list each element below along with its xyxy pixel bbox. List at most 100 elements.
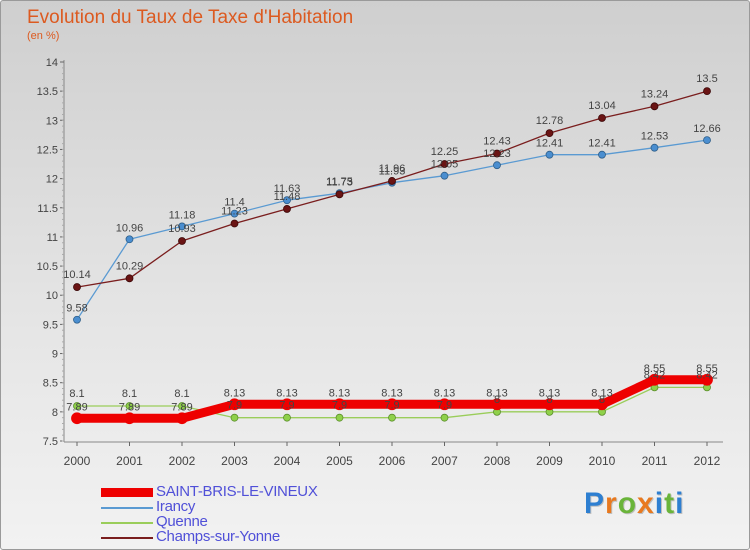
data-point [388, 413, 396, 422]
x-tick-label: 2009 [536, 454, 563, 468]
y-tick-label: 9.5 [43, 319, 58, 331]
data-label: 10.29 [116, 260, 144, 272]
series-line [76, 90, 708, 288]
x-tick-label: 2003 [221, 454, 248, 468]
data-point [650, 102, 659, 111]
legend-swatch-irancy [101, 500, 153, 515]
data-point [335, 413, 344, 422]
data-label: 8.13 [381, 387, 402, 399]
y-tick-label: 8 [52, 407, 58, 419]
data-point [386, 398, 398, 411]
data-point [335, 190, 344, 199]
data-point [440, 413, 449, 422]
data-label: 8 [546, 394, 552, 406]
data-label: 8.13 [434, 387, 455, 399]
y-tick-label: 11.5 [37, 203, 58, 215]
data-point [125, 235, 134, 244]
data-label: 11.4 [224, 197, 245, 209]
data-label: 7.9 [227, 400, 242, 412]
data-point [598, 150, 606, 159]
data-point [125, 402, 134, 410]
data-label: 10.93 [168, 223, 196, 235]
data-point [230, 209, 239, 218]
data-point [73, 283, 81, 291]
data-label: 10.14 [63, 269, 91, 281]
data-point [283, 205, 291, 213]
data-label: 12.23 [483, 148, 511, 160]
data-label: 8.13 [276, 387, 297, 399]
data-label: 11.93 [379, 166, 406, 178]
data-point [73, 315, 81, 324]
y-tick-label: 12 [46, 174, 58, 186]
data-point [176, 412, 188, 425]
data-label: 8.13 [539, 387, 560, 399]
data-label: 12.05 [431, 159, 459, 171]
data-label: 12.53 [641, 131, 669, 143]
data-label: 7.9 [279, 400, 294, 412]
data-point [440, 171, 449, 180]
data-point [438, 398, 451, 411]
data-label: 10.96 [116, 222, 144, 234]
logo-letter: i [654, 487, 665, 520]
data-label: 13.5 [696, 73, 717, 85]
chart-title: Evolution du Taux de Taxe d'Habitation [27, 7, 354, 28]
y-tick-label: 13.5 [37, 86, 58, 98]
data-label: 7.89 [171, 401, 192, 413]
line-chart: 7.5 8 8.5 9 9.5 10 10.5 11 11.5 12 12.5 13 13.5 14 200… [37, 57, 723, 468]
data-point [491, 398, 503, 411]
data-point [230, 413, 239, 422]
y-tick-label: 12.5 [37, 144, 58, 156]
legend-label-saint-bris: SAINT-BRIS-LE-VINEUX [156, 483, 318, 500]
chart-subtitle: (en %) [27, 30, 60, 42]
data-label: 12.78 [536, 115, 564, 127]
y-tick-label: 7.5 [43, 436, 58, 448]
x-tick-label: 2005 [326, 454, 353, 468]
data-label: 8.13 [224, 387, 245, 399]
logo-letter: t [664, 487, 676, 520]
data-point [596, 398, 608, 411]
data-point [230, 219, 239, 228]
x-tick-label: 2008 [484, 454, 511, 468]
y-tick-label: 8.5 [43, 378, 58, 390]
x-tick-label: 2002 [169, 454, 196, 468]
data-label: 8.13 [329, 387, 350, 399]
data-point [493, 149, 501, 158]
legend-swatch-champs [101, 530, 153, 545]
data-point [123, 412, 136, 425]
data-point [440, 160, 449, 168]
data-label: 8 [494, 394, 500, 406]
data-label: 7.89 [66, 401, 87, 413]
data-point [598, 114, 606, 122]
data-label: 8.13 [591, 387, 612, 399]
data-label: 8.42 [696, 369, 717, 381]
logo-letter: i [675, 487, 685, 520]
data-point [228, 398, 241, 411]
legend-label-champs: Champs-sur-Yonne [156, 528, 280, 545]
data-label: 8 [599, 394, 605, 406]
data-label: 11.96 [379, 163, 406, 175]
x-tick-label: 2006 [379, 454, 406, 468]
data-point [178, 222, 186, 231]
data-label: 12.25 [431, 146, 459, 158]
x-tick-label: 2012 [694, 454, 721, 468]
x-tick-label: 2000 [64, 454, 91, 468]
data-label: 13.24 [641, 88, 669, 100]
data-label: 9.58 [66, 303, 87, 315]
data-point [545, 150, 554, 159]
y-tick-label: 10 [46, 290, 58, 302]
logo-letter: o [617, 487, 638, 520]
data-label: 12.43 [483, 136, 511, 148]
data-point [178, 237, 186, 245]
y-tick-label: 13 [46, 115, 58, 127]
data-label: 11.23 [221, 206, 248, 218]
x-tick-label: 2010 [589, 454, 616, 468]
data-label: 13.04 [588, 100, 616, 112]
data-point [71, 412, 83, 425]
data-label: 11.18 [169, 209, 196, 221]
data-label: 8.55 [696, 363, 717, 375]
data-label: 8.13 [486, 387, 507, 399]
data-point [283, 413, 291, 422]
logo-letter: r [605, 487, 618, 520]
data-label: 8.1 [122, 388, 137, 400]
